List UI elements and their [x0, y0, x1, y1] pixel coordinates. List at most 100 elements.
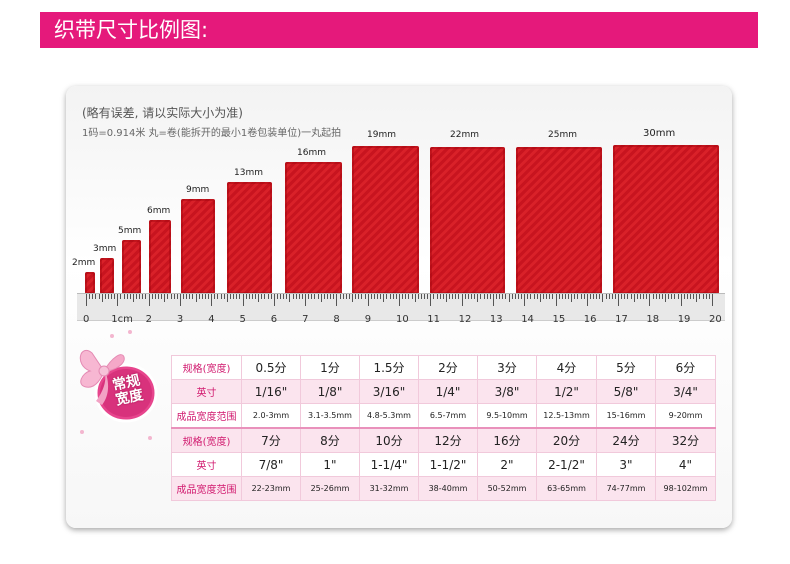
ruler-tick [154, 294, 156, 299]
ruler-tick [611, 294, 613, 299]
ruler-tick [352, 294, 354, 302]
ruler-number: 17 [615, 314, 628, 325]
ribbon-2mm [85, 272, 95, 294]
ruler-tick [283, 294, 285, 299]
ruler-tick [408, 294, 410, 299]
ruler-tick [183, 294, 185, 299]
ribbon-5mm [122, 240, 141, 294]
ruler-tick [483, 294, 485, 299]
ruler-tick [424, 294, 426, 299]
ruler-tick [148, 294, 150, 306]
ruler-tick [640, 294, 641, 299]
ribbon-label: 9mm [186, 185, 210, 195]
row-label: 规格(宽度) [171, 355, 242, 380]
table-cell: 1/8" [300, 379, 360, 404]
ruler-tick [433, 294, 435, 299]
ruler-tick [461, 294, 463, 306]
ruler-tick [264, 294, 266, 299]
table-cell: 1-1/2" [418, 452, 478, 477]
ruler-tick [358, 294, 360, 299]
ruler-tick [430, 294, 432, 306]
table-cell: 2分 [418, 355, 478, 380]
ruler-number: 13 [489, 314, 503, 325]
ruler-tick [455, 294, 457, 299]
ruler-tick [101, 294, 103, 302]
table-cell: 6分 [655, 355, 716, 380]
ruler-tick [123, 294, 125, 299]
row-label: 成品宽度范围 [171, 403, 242, 429]
table-cell: 6.5-7mm [418, 403, 478, 429]
table-cell: 9-20mm [655, 403, 716, 429]
ruler-tick [417, 294, 419, 299]
ruler-tick [558, 294, 560, 299]
ribbon-label: 30mm [643, 128, 676, 139]
table-cell: 74-77mm [596, 476, 656, 501]
ruler-number: 15 [552, 314, 566, 325]
ruler-tick [599, 294, 601, 299]
table-cell: 0.5分 [241, 355, 301, 380]
ruler-tick [399, 294, 400, 306]
ruler-tick [470, 294, 472, 299]
ruler-tick [308, 294, 310, 299]
ruler-tick [524, 294, 526, 306]
table-cell: 38-40mm [418, 476, 478, 501]
ruler-tick [186, 294, 188, 299]
table-cell: 1/16" [241, 379, 301, 404]
ruler-tick [489, 294, 491, 299]
ruler-tick [480, 294, 482, 299]
ruler-tick [414, 294, 416, 302]
ruler-tick [602, 294, 604, 302]
ruler-tick [348, 294, 350, 299]
ruler-tick [652, 294, 654, 299]
table-cell: 7/8" [241, 452, 301, 477]
ruler-tick [389, 294, 391, 299]
ruler-tick [226, 294, 228, 302]
ruler-tick [377, 294, 379, 299]
ruler-tick [370, 294, 372, 299]
ruler-tick [89, 294, 91, 299]
ruler-number: 19 [677, 314, 691, 325]
ribbon-label: 2mm [72, 258, 96, 268]
table-cell: 31-32mm [359, 476, 419, 501]
header-title: 织带尺寸比例图: [54, 18, 209, 42]
ruler-tick [527, 294, 529, 299]
ruler-tick [98, 294, 100, 299]
table-cell: 63-65mm [536, 476, 597, 501]
ruler-tick [449, 294, 451, 299]
ruler-tick [658, 294, 660, 299]
table-row: 英寸 7/8" 1" 1-1/4" 1-1/2" 2" 2-1/2" 3" 4" [171, 452, 716, 477]
ruler-tick [192, 294, 194, 299]
ruler-tick [496, 294, 498, 299]
ruler-tick [355, 294, 357, 299]
ruler-tick [139, 294, 141, 299]
ruler-tick [586, 294, 588, 306]
ruler-tick [114, 294, 116, 299]
ruler-tick [92, 294, 94, 299]
table-cell: 4" [655, 452, 716, 477]
ruler-tick [373, 294, 375, 299]
ruler-tick [248, 294, 250, 299]
ruler-tick [239, 294, 241, 299]
ruler-tick [705, 294, 707, 299]
ruler-number: 4 [208, 314, 215, 325]
ruler-number: 0 [83, 314, 90, 325]
ruler-tick [618, 294, 620, 306]
ruler-tick [608, 294, 610, 299]
table-cell: 1-1/4" [359, 452, 419, 477]
table-cell: 22-23mm [241, 476, 301, 501]
ruler-tick [508, 294, 510, 302]
table-cell: 1/2" [536, 379, 597, 404]
ruler-tick [549, 294, 551, 299]
ruler-tick [395, 294, 397, 299]
ruler-tick [568, 294, 570, 299]
ruler-tick [583, 294, 585, 299]
ruler-tick [339, 294, 341, 299]
decor-dot [80, 430, 84, 434]
ruler-tick [680, 294, 682, 306]
ruler-tick [467, 294, 469, 299]
table-cell: 7分 [241, 427, 301, 453]
ruler-tick [633, 294, 635, 302]
ruler-tick [596, 294, 598, 299]
decor-dot [110, 334, 114, 338]
ruler-tick [536, 294, 538, 299]
